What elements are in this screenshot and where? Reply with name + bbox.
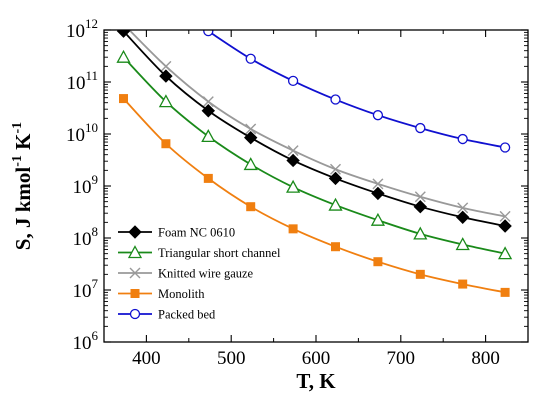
data-point — [288, 224, 298, 234]
data-point — [158, 94, 173, 108]
legend-label: Monolith — [158, 287, 205, 301]
legend-marker — [128, 225, 142, 239]
data-point — [498, 246, 513, 260]
data-point — [330, 94, 341, 105]
series-triangular-short-channel — [116, 49, 513, 260]
y-tick-label: 107 — [73, 276, 99, 302]
data-point — [119, 19, 129, 29]
data-point — [245, 53, 256, 64]
data-point — [371, 186, 385, 201]
y-tick-label: 109 — [73, 172, 99, 198]
series-line — [122, 56, 506, 255]
data-point — [414, 191, 426, 203]
data-point — [201, 104, 216, 118]
data-point — [330, 163, 341, 175]
data-point — [331, 242, 341, 252]
x-tick-label: 400 — [132, 348, 161, 369]
data-point — [458, 279, 468, 289]
series-monolith — [119, 94, 510, 297]
x-tick-label: 800 — [471, 348, 500, 369]
data-point — [203, 30, 214, 37]
legend-label: Knitted wire gauze — [158, 267, 254, 281]
data-point — [455, 210, 470, 225]
data-point — [243, 130, 258, 145]
data-point — [161, 139, 171, 149]
data-point — [500, 287, 510, 297]
data-point — [245, 123, 257, 135]
data-point — [119, 94, 129, 104]
legend-label: Foam NC 0610 — [158, 226, 235, 240]
data-point — [116, 49, 131, 63]
y-tick-label: 1011 — [66, 68, 98, 94]
data-point — [159, 69, 173, 83]
data-point — [246, 202, 256, 212]
series-knitted-wire-gauze — [119, 19, 511, 222]
data-point — [498, 219, 512, 233]
data-point — [243, 157, 258, 171]
data-point — [287, 75, 299, 87]
legend-label: Packed bed — [158, 308, 216, 322]
legend-item: Knitted wire gauze — [118, 267, 254, 281]
y-tick-label: 1012 — [66, 16, 98, 42]
data-point — [413, 226, 428, 240]
legend-marker — [130, 289, 140, 298]
legend-marker — [127, 245, 143, 259]
legend-item: Monolith — [118, 287, 205, 301]
data-point — [413, 199, 428, 214]
data-point — [286, 179, 301, 193]
y-tick-label: 1010 — [66, 120, 98, 146]
data-point — [201, 129, 216, 143]
legend-item: Packed bed — [118, 308, 216, 322]
data-point — [499, 210, 511, 222]
data-point — [203, 173, 213, 183]
x-axis: 400 500 600 700 800 — [103, 30, 529, 369]
plot-area — [116, 19, 513, 297]
legend: Foam NC 0610 Triangular short channel Knit… — [118, 225, 281, 322]
series-line — [122, 97, 506, 294]
data-point — [160, 60, 172, 72]
x-axis-title: T, K — [296, 369, 336, 393]
data-point — [457, 202, 469, 214]
legend-label: Triangular short channel — [158, 246, 281, 260]
series-foam-nc-0610 — [116, 30, 512, 233]
y-tick-label: 108 — [73, 224, 99, 250]
data-point — [328, 171, 343, 186]
data-point — [286, 153, 300, 168]
data-point — [499, 142, 511, 153]
y-axis-title: S, J kmol-1 K-1 — [10, 122, 35, 250]
data-point — [415, 269, 425, 279]
data-point — [328, 197, 343, 211]
y-axis: 106 107 108 109 1010 1011 1012 — [66, 16, 528, 354]
legend-marker — [129, 308, 141, 320]
series-packed-bed — [203, 30, 511, 153]
x-tick-label: 500 — [217, 348, 246, 369]
x-tick-label: 600 — [302, 348, 331, 369]
legend-item: Foam NC 0610 — [118, 225, 235, 240]
data-point — [373, 257, 383, 267]
data-point — [415, 122, 426, 134]
x-tick-label: 700 — [387, 348, 416, 369]
data-point — [372, 178, 384, 190]
y-tick-label: 106 — [73, 328, 99, 354]
data-point — [202, 96, 214, 108]
data-point — [370, 212, 385, 226]
data-point — [457, 133, 468, 145]
legend-marker — [129, 267, 141, 279]
series-line — [122, 30, 506, 227]
data-point — [116, 30, 131, 38]
data-point — [455, 237, 470, 251]
data-point — [287, 145, 299, 157]
series-line — [128, 30, 506, 218]
data-point — [372, 110, 384, 121]
legend-item: Triangular short channel — [118, 245, 281, 260]
